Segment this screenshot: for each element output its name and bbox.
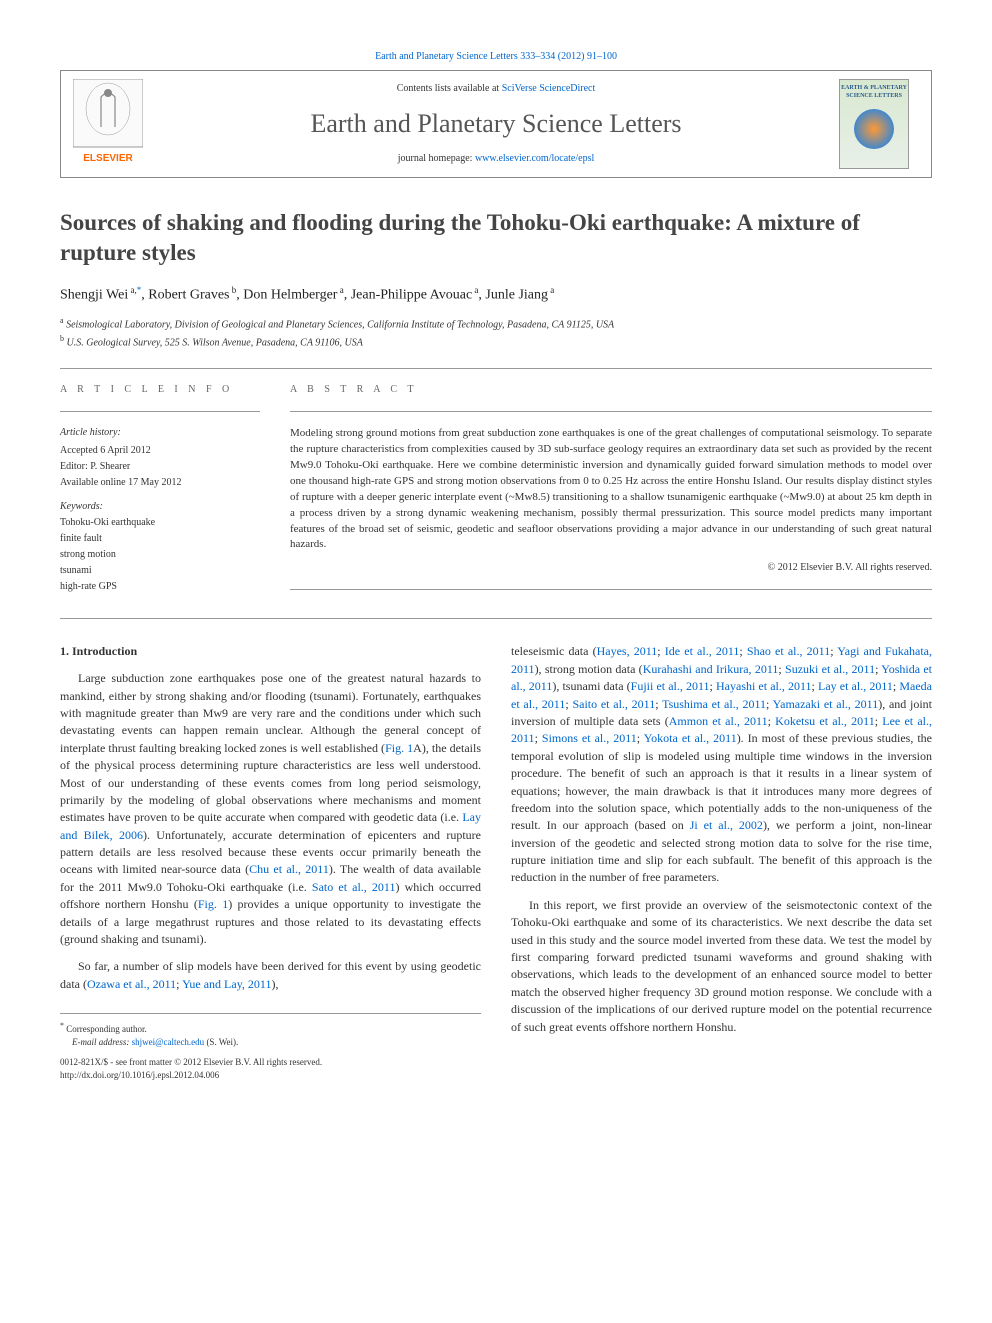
citation-link[interactable]: Tsushima et al., 2011 — [662, 697, 766, 711]
doi-link[interactable]: http://dx.doi.org/10.1016/j.epsl.2012.04… — [60, 1070, 219, 1080]
journal-header: ELSEVIER Contents lists available at Sci… — [60, 70, 932, 178]
article-info-heading: A R T I C L E I N F O — [60, 383, 260, 397]
citation-link[interactable]: Kurahashi and Irikura, 2011 — [643, 662, 779, 676]
citation-link[interactable]: Ji et al., 2002 — [690, 818, 763, 832]
homepage-link[interactable]: www.elsevier.com/locate/epsl — [475, 153, 594, 164]
email-link[interactable]: shjwei@caltech.edu — [132, 1037, 205, 1047]
online-date: Available online 17 May 2012 — [60, 476, 260, 490]
citation-link[interactable]: Shao et al., 2011 — [747, 644, 830, 658]
citation-link[interactable]: Koketsu et al., 2011 — [775, 714, 875, 728]
publisher-logo-container: ELSEVIER — [73, 79, 153, 169]
keyword: strong motion — [60, 548, 260, 562]
copyright: © 2012 Elsevier B.V. All rights reserved… — [290, 561, 932, 575]
paragraph: So far, a number of slip models have bee… — [60, 958, 481, 993]
journal-name: Earth and Planetary Science Letters — [153, 106, 839, 142]
paragraph: teleseismic data (Hayes, 2011; Ide et al… — [511, 643, 932, 886]
citation-link[interactable]: Suzuki et al., 2011 — [785, 662, 875, 676]
corresponding-author-link[interactable]: * — [137, 285, 142, 295]
abstract-text: Modeling strong ground motions from grea… — [290, 426, 932, 554]
paragraph: Large subduction zone earthquakes pose o… — [60, 670, 481, 948]
article-info-box: A R T I C L E I N F O Article history: A… — [60, 383, 260, 605]
footnote-box: * Corresponding author. E-mail address: … — [60, 1013, 481, 1048]
citation-link[interactable]: Chu et al., 2011 — [249, 862, 329, 876]
section-heading: 1. Introduction — [60, 643, 481, 660]
affiliations: a Seismological Laboratory, Division of … — [60, 315, 932, 350]
sciencedirect-link[interactable]: SciVerse ScienceDirect — [502, 83, 596, 94]
keyword: tsunami — [60, 564, 260, 578]
svg-text:ELSEVIER: ELSEVIER — [83, 153, 133, 164]
citation-link[interactable]: Sato et al., 2011 — [312, 880, 396, 894]
citation-link[interactable]: Yamazaki et al., 2011 — [773, 697, 879, 711]
contents-available: Contents lists available at SciVerse Sci… — [153, 82, 839, 96]
journal-cover-icon: EARTH & PLANETARY SCIENCE LETTERS — [839, 79, 909, 169]
keywords-label: Keywords: — [60, 500, 260, 514]
divider — [60, 618, 932, 619]
citation-link[interactable]: Yue and Lay, 2011 — [182, 977, 271, 991]
citation-link[interactable]: Fujii et al., 2011 — [631, 679, 710, 693]
body-columns: 1. Introduction Large subduction zone ea… — [60, 643, 932, 1081]
citation-link[interactable]: Ide et al., 2011 — [665, 644, 740, 658]
right-column: teleseismic data (Hayes, 2011; Ide et al… — [511, 643, 932, 1081]
elsevier-logo-icon: ELSEVIER — [73, 79, 143, 164]
history-label: Article history: — [60, 426, 260, 440]
journal-cover-container: EARTH & PLANETARY SCIENCE LETTERS — [839, 79, 919, 169]
corresponding-label: Corresponding author. — [66, 1024, 147, 1034]
accepted-date: Accepted 6 April 2012 — [60, 444, 260, 458]
keyword: finite fault — [60, 532, 260, 546]
article-title: Sources of shaking and flooding during t… — [60, 208, 932, 268]
citation-header: Earth and Planetary Science Letters 333–… — [60, 50, 932, 64]
citation-link[interactable]: Ammon et al., 2011 — [669, 714, 768, 728]
editor: Editor: P. Shearer — [60, 460, 260, 474]
citation-link[interactable]: Hayes, 2011 — [597, 644, 658, 658]
abstract-heading: A B S T R A C T — [290, 383, 932, 397]
authors-list: Shengji Wei a,*, Robert Graves b, Don He… — [60, 284, 932, 305]
figure-ref[interactable]: Fig. 1 — [385, 741, 413, 755]
keyword: high-rate GPS — [60, 580, 260, 594]
citation-link[interactable]: Hayashi et al., 2011 — [716, 679, 812, 693]
left-column: 1. Introduction Large subduction zone ea… — [60, 643, 481, 1081]
paragraph: In this report, we first provide an over… — [511, 897, 932, 1036]
footer-meta: 0012-821X/$ - see front matter © 2012 El… — [60, 1056, 481, 1081]
divider — [60, 368, 932, 369]
citation-link[interactable]: Yokota et al., 2011 — [644, 731, 737, 745]
figure-ref[interactable]: Fig. 1 — [198, 897, 228, 911]
journal-homepage: journal homepage: www.elsevier.com/locat… — [153, 152, 839, 166]
issn-line: 0012-821X/$ - see front matter © 2012 El… — [60, 1056, 481, 1069]
citation-link[interactable]: Lay et al., 2011 — [818, 679, 893, 693]
citation-link[interactable]: Simons et al., 2011 — [542, 731, 637, 745]
keyword: Tohoku-Oki earthquake — [60, 516, 260, 530]
citation-link[interactable]: Earth and Planetary Science Letters 333–… — [375, 51, 617, 62]
abstract-box: A B S T R A C T Modeling strong ground m… — [290, 383, 932, 605]
citation-link[interactable]: Saito et al., 2011 — [572, 697, 655, 711]
citation-link[interactable]: Ozawa et al., 2011 — [87, 977, 176, 991]
